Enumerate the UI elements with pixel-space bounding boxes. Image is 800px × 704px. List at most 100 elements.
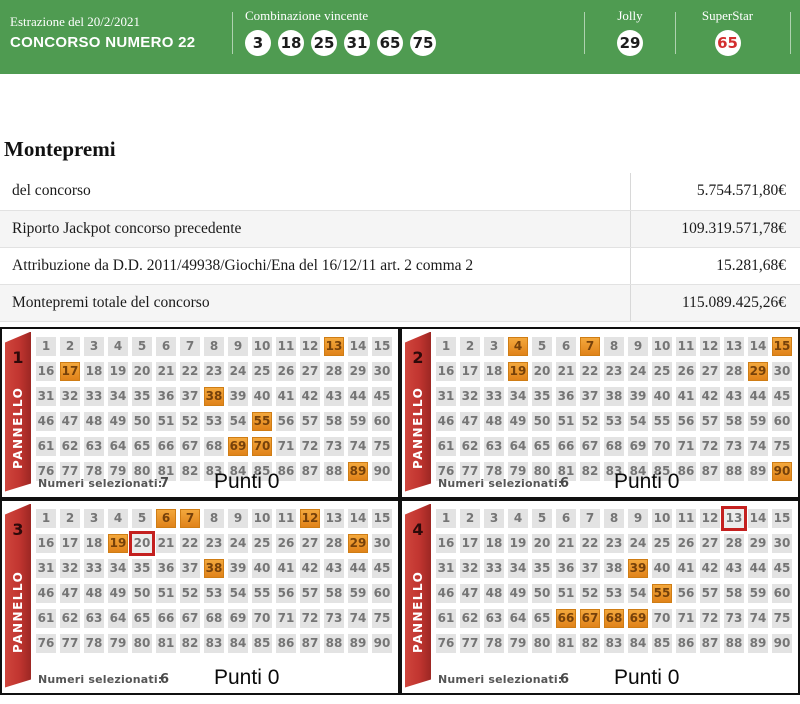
grid-cell: 86 xyxy=(676,633,696,653)
number-grid: 1 2 3 4 5 6 7 8 9 10 11 12 13 14 15 16 17 18 19 20 21 22 23 24 2… xyxy=(436,336,798,481)
grid-cell-selected: 70 xyxy=(252,436,272,456)
grid-cell: 21 xyxy=(556,533,576,553)
grid-cell: 54 xyxy=(228,583,248,603)
grid-cell: 75 xyxy=(372,608,392,628)
grid-cell: 10 xyxy=(652,336,672,356)
grid-cell: 4 xyxy=(108,508,128,528)
grid-cell-selected: 67 xyxy=(580,608,600,628)
grid-cell: 56 xyxy=(276,411,296,431)
grid-cell: 10 xyxy=(252,508,272,528)
grid-cell: 31 xyxy=(436,386,456,406)
winning-combination-label: Combinazione vincente xyxy=(245,8,369,23)
grid-cell: 83 xyxy=(204,633,224,653)
grid-cell-selected: 55 xyxy=(252,411,272,431)
grid-cell: 44 xyxy=(748,558,768,578)
grid-cell: 67 xyxy=(580,436,600,456)
grid-cell: 39 xyxy=(228,386,248,406)
pannello-number: 4 xyxy=(412,519,424,539)
jolly-ball: 29 xyxy=(617,30,643,56)
montepremi-row-label: del concorso xyxy=(0,173,630,211)
montepremi-row-value: 109.319.571,78€ xyxy=(629,210,800,248)
grid-cell: 6 xyxy=(556,336,576,356)
grid-cell: 15 xyxy=(772,508,792,528)
grid-cell: 81 xyxy=(156,633,176,653)
grid-cell: 32 xyxy=(460,558,480,578)
grid-cell: 22 xyxy=(180,533,200,553)
grid-cell: 58 xyxy=(324,583,344,603)
grid-cell: 35 xyxy=(132,386,152,406)
grid-cell: 51 xyxy=(556,583,576,603)
grid-cell: 61 xyxy=(36,436,56,456)
grid-cell: 62 xyxy=(460,436,480,456)
grid-cell: 19 xyxy=(508,533,528,553)
grid-cell: 27 xyxy=(700,361,720,381)
grid-cell: 70 xyxy=(652,436,672,456)
grid-cell: 49 xyxy=(108,411,128,431)
grid-cell: 56 xyxy=(676,411,696,431)
grid-cell: 8 xyxy=(204,508,224,528)
grid-cell: 14 xyxy=(348,508,368,528)
grid-cell: 88 xyxy=(324,633,344,653)
grid-cell: 70 xyxy=(652,608,672,628)
montepremi-table: del concorso 5.754.571,80€ Riporto Jackpot… xyxy=(0,173,800,322)
grid-cell: 43 xyxy=(324,386,344,406)
grid-cell: 50 xyxy=(132,583,152,603)
grid-cell: 72 xyxy=(700,608,720,628)
jolly-section: Jolly 29 xyxy=(585,8,675,56)
grid-cell: 42 xyxy=(700,558,720,578)
grid-cell: 69 xyxy=(228,608,248,628)
grid-cell: 27 xyxy=(700,533,720,553)
grid-cell: 79 xyxy=(508,633,528,653)
grid-cell: 86 xyxy=(676,461,696,481)
contest-info: Estrazione del 20/2/2021 CONCORSO NUMERO… xyxy=(0,8,232,51)
grid-cell: 24 xyxy=(228,533,248,553)
grid-cell: 21 xyxy=(156,533,176,553)
grid-cell: 31 xyxy=(36,386,56,406)
grid-cell: 2 xyxy=(60,508,80,528)
grid-cell: 83 xyxy=(604,633,624,653)
numeri-selezionati-label: Numeri selezionati: xyxy=(438,672,563,686)
grid-cell: 85 xyxy=(652,633,672,653)
grid-cell: 64 xyxy=(508,608,528,628)
grid-cell: 18 xyxy=(484,533,504,553)
grid-cell: 30 xyxy=(372,533,392,553)
grid-cell: 61 xyxy=(36,608,56,628)
grid-cell: 5 xyxy=(532,336,552,356)
grid-cell: 82 xyxy=(180,633,200,653)
grid-cell: 63 xyxy=(84,436,104,456)
grid-cell: 57 xyxy=(700,583,720,603)
grid-cell: 11 xyxy=(676,336,696,356)
grid-cell-selected: 17 xyxy=(60,361,80,381)
grid-cell: 87 xyxy=(300,461,320,481)
winning-number-ball: 31 xyxy=(344,30,370,56)
grid-cell: 25 xyxy=(652,361,672,381)
grid-cell: 33 xyxy=(484,386,504,406)
grid-cell: 41 xyxy=(276,558,296,578)
grid-cell: 47 xyxy=(60,583,80,603)
grid-cell: 14 xyxy=(348,336,368,356)
grid-cell: 22 xyxy=(580,361,600,381)
grid-cell: 33 xyxy=(84,558,104,578)
grid-cell: 64 xyxy=(108,608,128,628)
grid-cell: 17 xyxy=(60,533,80,553)
montepremi-row-label: Montepremi totale del concorso xyxy=(0,284,630,322)
montepremi-row-value: 5.754.571,80€ xyxy=(629,173,800,211)
grid-cell-outlined: 20 xyxy=(129,530,155,556)
header-divider xyxy=(790,12,791,54)
grid-cell: 71 xyxy=(676,608,696,628)
grid-cell: 26 xyxy=(276,533,296,553)
winning-numbers: 3 18 25 31 65 75 xyxy=(245,30,584,56)
grid-cell: 42 xyxy=(700,386,720,406)
grid-cell: 79 xyxy=(508,461,528,481)
grid-cell: 62 xyxy=(460,608,480,628)
grid-cell: 48 xyxy=(484,411,504,431)
grid-cell: 37 xyxy=(180,558,200,578)
grid-cell: 81 xyxy=(556,633,576,653)
grid-cell: 20 xyxy=(132,361,152,381)
pannello-3: 3 PANNELLO 1 2 3 4 5 6 7 8 9 10 11 12 13 14 15 16 17 18 19… xyxy=(0,498,400,695)
grid-cell: 88 xyxy=(324,461,344,481)
grid-cell: 10 xyxy=(252,336,272,356)
montepremi-row: del concorso 5.754.571,80€ xyxy=(0,173,800,211)
grid-cell: 73 xyxy=(724,608,744,628)
winning-number-ball: 3 xyxy=(245,30,271,56)
